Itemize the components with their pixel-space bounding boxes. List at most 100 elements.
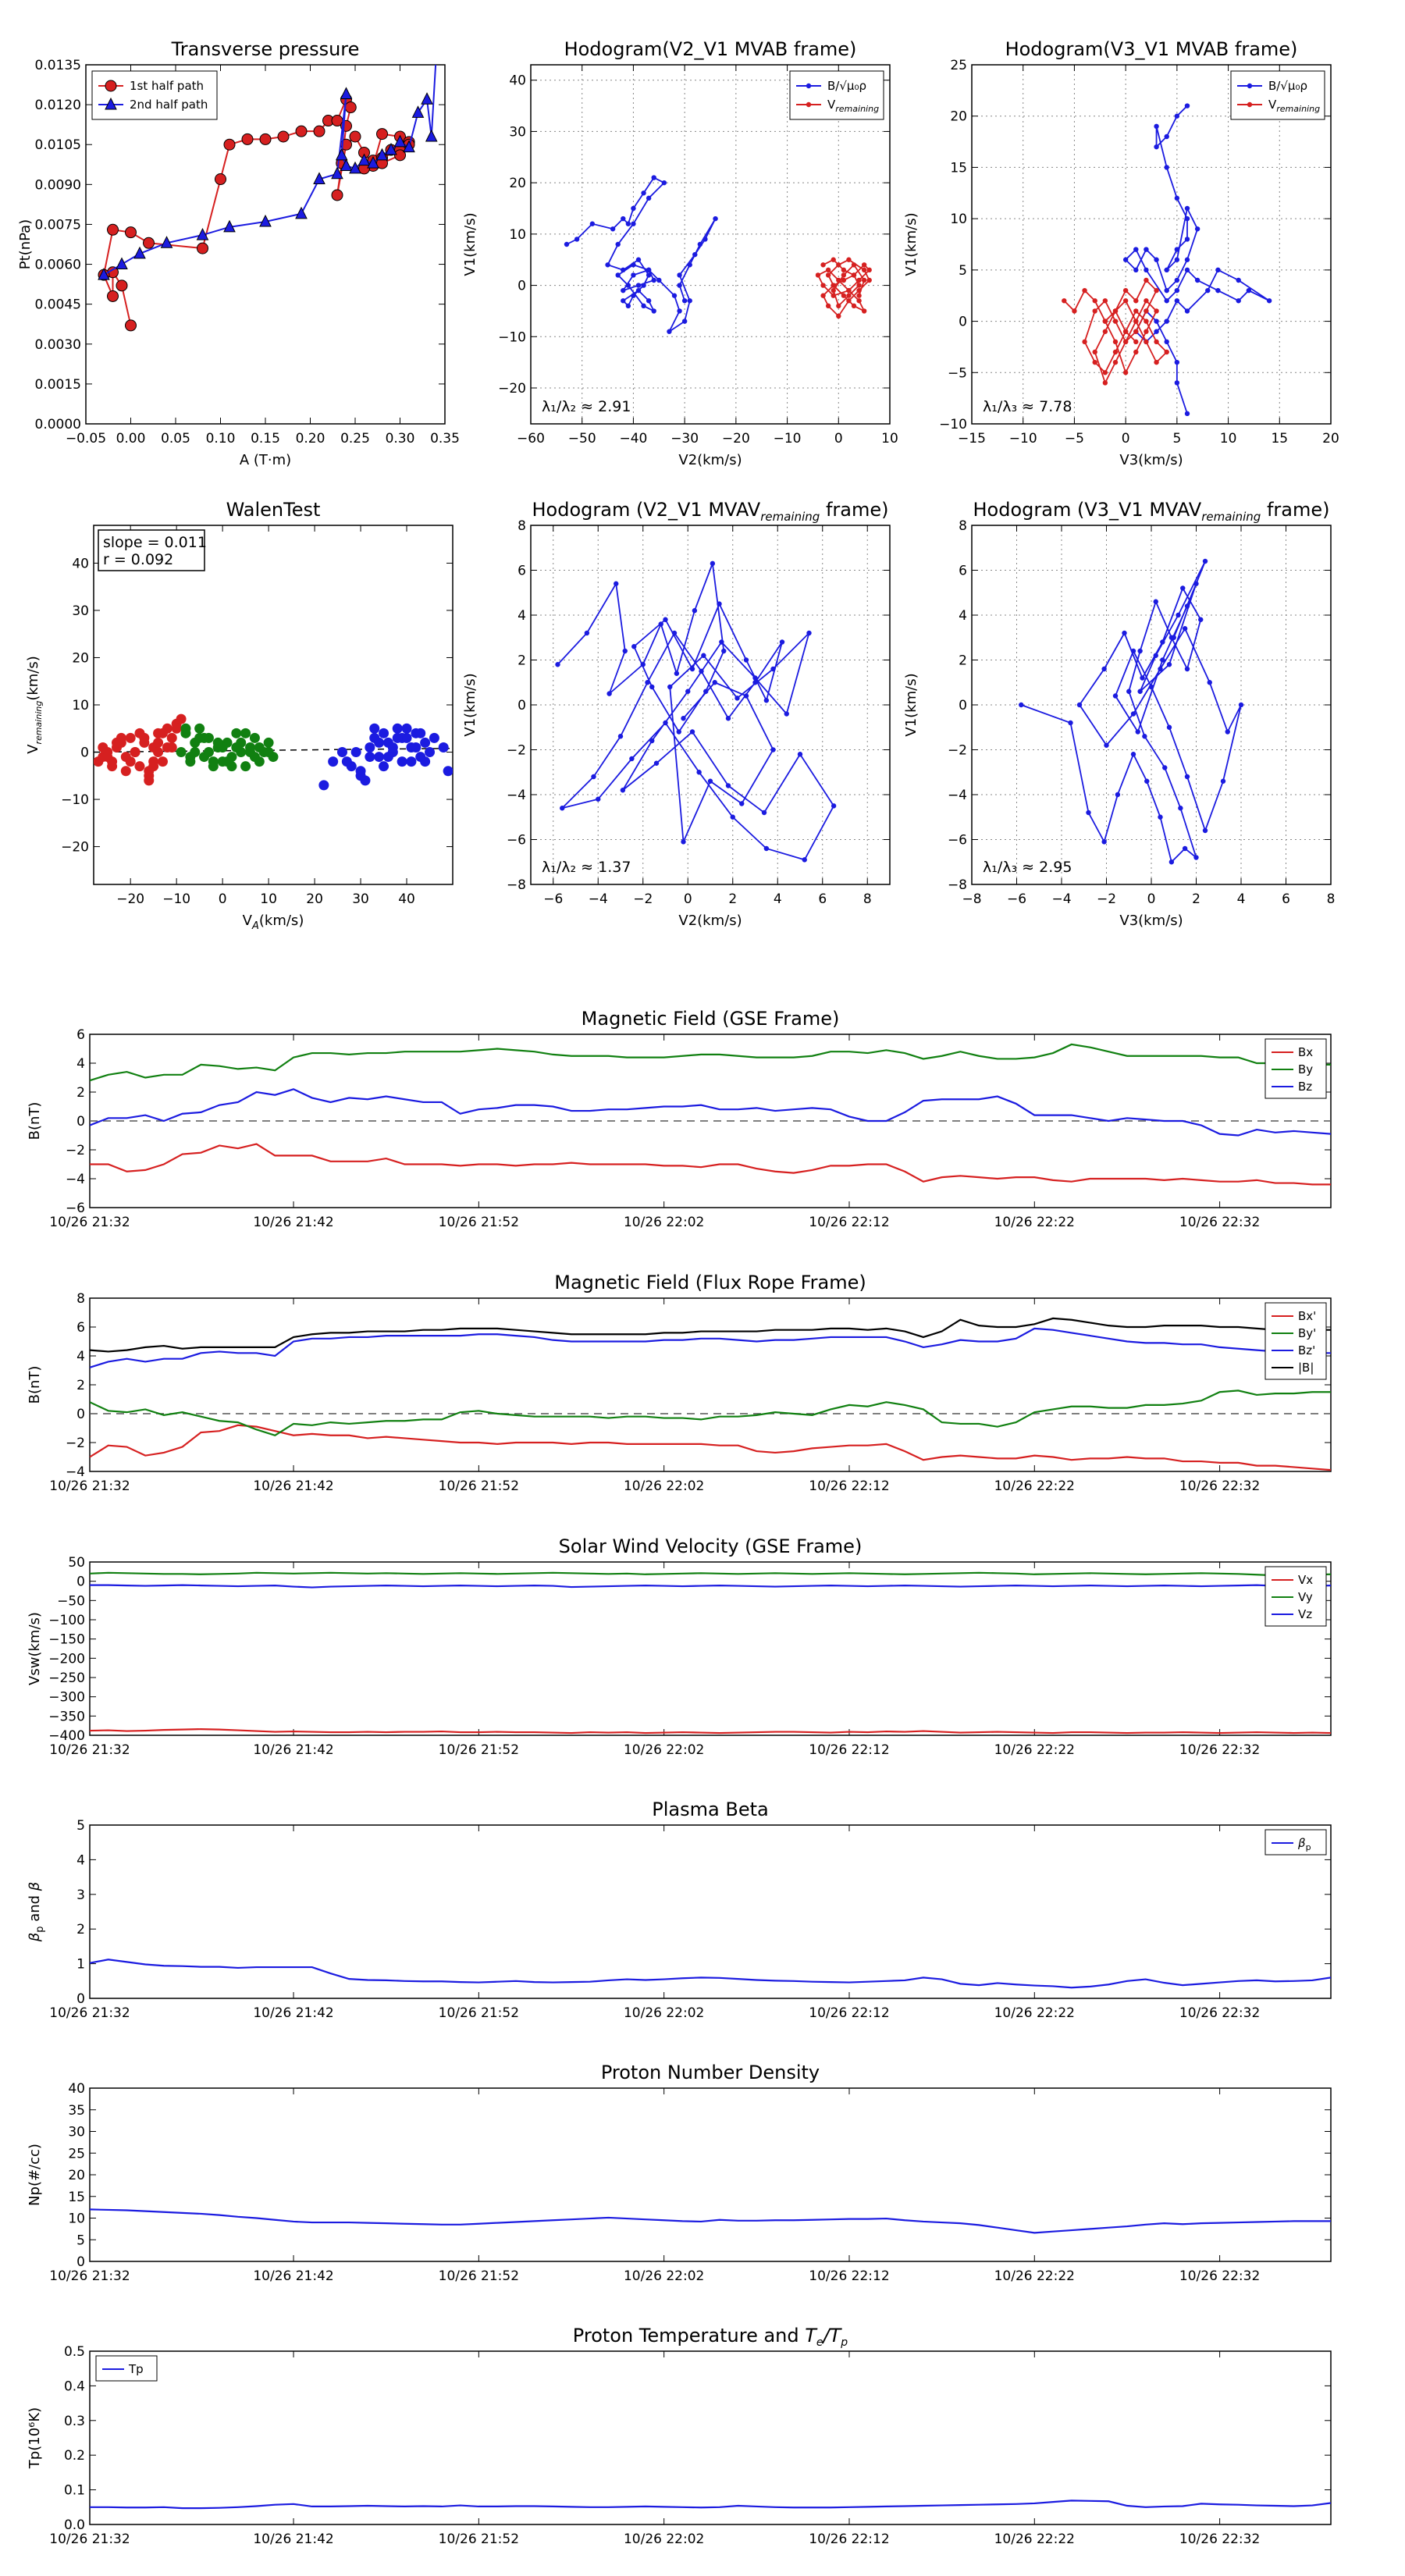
data-point — [836, 262, 841, 268]
data-point — [1112, 308, 1119, 314]
y-tick-label: 8 — [959, 518, 967, 534]
series-group — [564, 175, 872, 334]
y-tick-label: −4 — [66, 1172, 85, 1187]
data-point — [631, 272, 636, 278]
data-point — [1133, 339, 1139, 345]
data-point — [861, 262, 867, 268]
data-point — [1137, 688, 1143, 694]
data-point — [1144, 329, 1149, 334]
y-tick-label: 0.0090 — [35, 177, 81, 193]
legend-label: Bx' — [1298, 1309, 1316, 1323]
x-tick-label: 2 — [1192, 891, 1200, 907]
data-point — [620, 788, 626, 793]
data-point — [861, 267, 867, 273]
y-tick-label: 0.4 — [64, 2379, 85, 2394]
scatter-point — [153, 747, 164, 758]
x-axis-label: VA(km/s) — [243, 913, 304, 932]
x-tick-label: 10/26 22:02 — [624, 2268, 704, 2284]
y-tick-label: 8 — [518, 518, 526, 534]
data-point — [1082, 339, 1087, 345]
data-point — [1184, 308, 1190, 314]
data-point — [259, 214, 272, 227]
ratio-annotation: λ₁/λ₃ ≈ 7.78 — [983, 398, 1072, 415]
y-tick-label: 10 — [509, 227, 526, 243]
x-tick-label: 10/26 22:02 — [624, 1215, 704, 1230]
data-point — [656, 277, 662, 283]
data-point — [1154, 257, 1159, 262]
x-tick-label: 10/26 22:22 — [994, 2532, 1075, 2547]
series-line — [90, 1584, 1331, 1589]
data-point — [1174, 277, 1180, 283]
plot-frame — [85, 64, 446, 425]
x-tick-label: 0 — [1122, 431, 1130, 447]
scatter-point — [406, 756, 417, 767]
data-point — [851, 262, 857, 268]
scatter-point — [120, 766, 131, 777]
y-tick-label: −250 — [48, 1670, 85, 1686]
scatter-point — [176, 713, 187, 724]
data-point — [646, 272, 652, 278]
series-line — [1124, 105, 1270, 415]
y-tick-label: 0.0135 — [35, 58, 81, 73]
scatter-point — [231, 728, 242, 738]
data-point — [779, 639, 785, 645]
y-tick-label: −10 — [939, 417, 967, 432]
y-tick-label: 20 — [509, 176, 526, 191]
data-point — [1184, 205, 1190, 212]
data-point — [1092, 359, 1097, 365]
data-point — [1158, 814, 1163, 820]
data-point — [846, 287, 852, 294]
data-point — [1092, 298, 1097, 304]
data-point — [677, 308, 682, 314]
data-point — [295, 125, 308, 137]
data-point — [717, 601, 722, 607]
data-point — [681, 298, 688, 304]
legend-label: By' — [1298, 1326, 1316, 1340]
chart-title: Proton Temperature and Te/Tp — [573, 2325, 848, 2349]
y-tick-label: 6 — [959, 564, 967, 579]
legend-label: Tp — [128, 2362, 144, 2376]
y-tick-label: −4 — [66, 1464, 85, 1480]
plot-frame — [971, 64, 1332, 425]
scatter-point — [240, 728, 251, 738]
scatter-point — [194, 723, 205, 734]
data-point — [621, 298, 626, 304]
data-point — [344, 101, 357, 114]
data-point — [1142, 734, 1147, 739]
scatter-point — [318, 780, 329, 791]
data-point — [825, 303, 831, 309]
panel-hodogram-v2v1-mvav: −6 −4 −2 0 2 4 6 8 −8 −6 −4 −2 0 2 4 6 8 Hodogram (V2_V1 … — [462, 499, 891, 929]
scatter-point — [379, 728, 389, 738]
data-point — [651, 277, 656, 283]
x-tick-label: 6 — [1282, 891, 1290, 907]
scatter-point — [379, 761, 389, 772]
data-point — [1184, 215, 1190, 222]
data-point — [1174, 113, 1180, 119]
data-point — [349, 161, 361, 174]
data-point — [1144, 339, 1149, 345]
data-point — [277, 130, 290, 143]
data-point — [625, 221, 631, 226]
data-point — [605, 262, 610, 268]
x-tick-label: 10/26 21:32 — [49, 2532, 130, 2547]
scatter-point — [350, 747, 361, 758]
x-tick-label: 10/26 22:02 — [624, 2005, 704, 2021]
data-point — [641, 303, 646, 309]
x-tick-label: 10/26 22:32 — [1179, 2532, 1260, 2547]
x-tick-label: 15 — [1271, 431, 1288, 447]
scatter-point — [387, 742, 398, 753]
data-point — [646, 267, 652, 273]
y-axis-label: Vsw(km/s) — [27, 1612, 43, 1685]
data-point — [820, 293, 826, 298]
data-point — [667, 684, 673, 690]
y-tick-label: 30 — [68, 2125, 85, 2140]
data-point — [1112, 693, 1119, 699]
data-point — [725, 716, 731, 721]
scatter-point — [98, 742, 108, 753]
series-group — [90, 1043, 1331, 1186]
data-point — [677, 272, 682, 278]
data-point — [681, 318, 688, 324]
data-point — [641, 283, 646, 288]
data-point — [696, 770, 702, 775]
x-tick-label: 8 — [1327, 891, 1336, 907]
